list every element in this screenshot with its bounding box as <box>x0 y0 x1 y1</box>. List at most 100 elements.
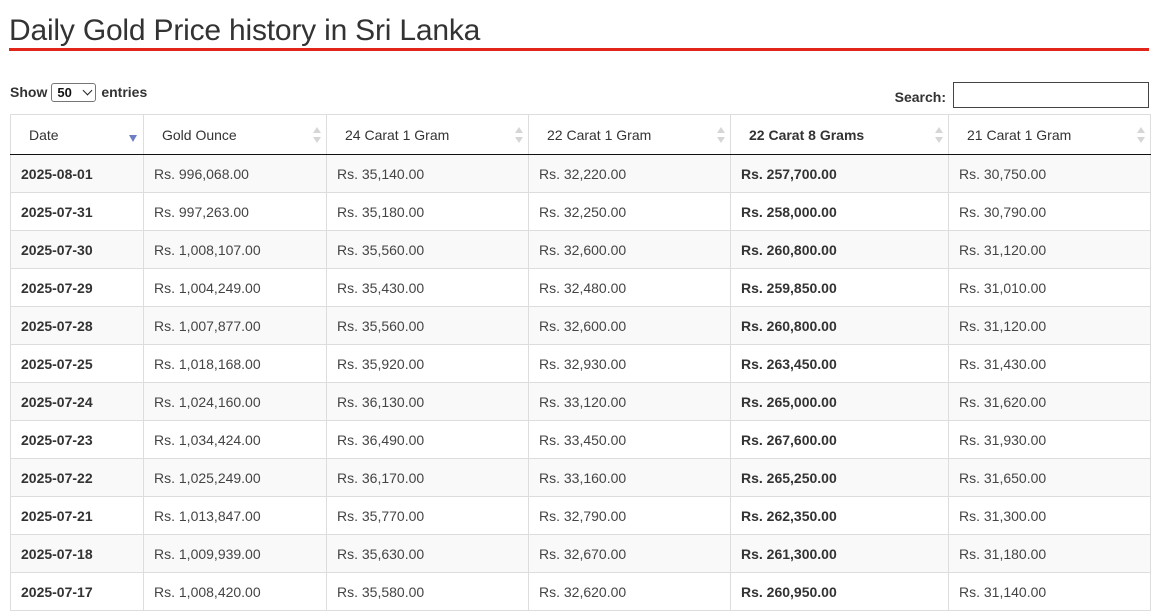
carat21-1g-cell: Rs. 31,010.00 <box>948 268 1151 307</box>
column-header-21-carat-1-gram[interactable]: 21 Carat 1 Gram <box>948 114 1151 155</box>
gold-ounce-cell: Rs. 1,025,249.00 <box>143 458 327 497</box>
date-cell: 2025-07-22 <box>10 458 144 497</box>
gold-ounce-cell: Rs. 1,034,424.00 <box>143 420 327 459</box>
carat21-1g-cell: Rs. 31,620.00 <box>948 382 1151 421</box>
date-cell: 2025-07-28 <box>10 306 144 345</box>
sort-both-icon <box>312 127 321 143</box>
gold-ounce-cell: Rs. 1,018,168.00 <box>143 344 327 383</box>
table-body: 2025-08-01 Rs. 996,068.00 Rs. 35,140.00 Rs.… <box>10 154 1151 611</box>
column-header-label: 21 Carat 1 Gram <box>967 126 1072 143</box>
carat21-1g-cell: Rs. 31,930.00 <box>948 420 1151 459</box>
table-row: 2025-07-22 Rs. 1,025,249.00 Rs. 36,170.00 R… <box>10 458 1151 497</box>
carat22-1g-cell: Rs. 32,790.00 <box>528 496 731 535</box>
search-input[interactable] <box>953 82 1149 108</box>
carat22-1g-cell: Rs. 32,220.00 <box>528 154 731 193</box>
date-cell: 2025-07-17 <box>10 572 144 611</box>
chevron-down-icon <box>82 85 93 95</box>
carat22-8g-cell: Rs. 258,000.00 <box>730 192 949 231</box>
date-cell: 2025-07-24 <box>10 382 144 421</box>
column-header-label: Gold Ounce <box>162 126 237 143</box>
carat21-1g-cell: Rs. 30,790.00 <box>948 192 1151 231</box>
price-table-wrapper: Date Gold Ounce 24 Carat 1 Gram 22 Carat… <box>10 114 1151 611</box>
carat22-8g-cell: Rs. 265,000.00 <box>730 382 949 421</box>
carat24-1g-cell: Rs. 35,770.00 <box>326 496 529 535</box>
carat22-1g-cell: Rs. 32,480.00 <box>528 268 731 307</box>
date-cell: 2025-07-30 <box>10 230 144 269</box>
column-header-label: 24 Carat 1 Gram <box>345 126 450 143</box>
carat24-1g-cell: Rs. 36,170.00 <box>326 458 529 497</box>
carat21-1g-cell: Rs. 31,180.00 <box>948 534 1151 573</box>
carat24-1g-cell: Rs. 35,430.00 <box>326 268 529 307</box>
carat21-1g-cell: Rs. 31,120.00 <box>948 230 1151 269</box>
carat24-1g-cell: Rs. 35,560.00 <box>326 306 529 345</box>
sort-both-icon <box>934 127 943 143</box>
gold-ounce-cell: Rs. 1,013,847.00 <box>143 496 327 535</box>
gold-ounce-cell: Rs. 1,008,107.00 <box>143 230 327 269</box>
gold-ounce-cell: Rs. 1,008,420.00 <box>143 572 327 611</box>
gold-price-table: Date Gold Ounce 24 Carat 1 Gram 22 Carat… <box>10 114 1151 611</box>
carat24-1g-cell: Rs. 35,560.00 <box>326 230 529 269</box>
column-header-date[interactable]: Date <box>10 114 144 155</box>
table-row: 2025-07-30 Rs. 1,008,107.00 Rs. 35,560.00 R… <box>10 230 1151 269</box>
carat24-1g-cell: Rs. 35,920.00 <box>326 344 529 383</box>
date-cell: 2025-08-01 <box>10 154 144 193</box>
column-header-gold-ounce[interactable]: Gold Ounce <box>143 114 327 155</box>
table-row: 2025-07-31 Rs. 997,263.00 Rs. 35,180.00 Rs.… <box>10 192 1151 231</box>
carat22-1g-cell: Rs. 32,620.00 <box>528 572 731 611</box>
table-row: 2025-07-29 Rs. 1,004,249.00 Rs. 35,430.00 R… <box>10 268 1151 307</box>
table-row: 2025-07-18 Rs. 1,009,939.00 Rs. 35,630.00 R… <box>10 534 1151 573</box>
table-row: 2025-08-01 Rs. 996,068.00 Rs. 35,140.00 Rs.… <box>10 154 1151 193</box>
column-header-label: 22 Carat 8 Grams <box>749 126 865 143</box>
carat21-1g-cell: Rs. 31,430.00 <box>948 344 1151 383</box>
carat22-8g-cell: Rs. 262,350.00 <box>730 496 949 535</box>
carat22-8g-cell: Rs. 265,250.00 <box>730 458 949 497</box>
carat21-1g-cell: Rs. 31,300.00 <box>948 496 1151 535</box>
entries-length-control: Show 50 entries <box>10 82 147 102</box>
date-cell: 2025-07-25 <box>10 344 144 383</box>
length-prefix-label: Show <box>10 84 48 100</box>
table-row: 2025-07-17 Rs. 1,008,420.00 Rs. 35,580.00 R… <box>10 572 1151 611</box>
column-header-label: 22 Carat 1 Gram <box>547 126 652 143</box>
sort-both-icon <box>514 127 523 143</box>
carat24-1g-cell: Rs. 35,180.00 <box>326 192 529 231</box>
carat22-1g-cell: Rs. 32,670.00 <box>528 534 731 573</box>
carat21-1g-cell: Rs. 31,120.00 <box>948 306 1151 345</box>
carat21-1g-cell: Rs. 31,650.00 <box>948 458 1151 497</box>
title-underline <box>9 48 1149 51</box>
gold-ounce-cell: Rs. 996,068.00 <box>143 154 327 193</box>
carat22-8g-cell: Rs. 260,800.00 <box>730 306 949 345</box>
entries-per-page-select[interactable]: 50 <box>51 82 97 102</box>
column-header-22-carat-1-gram[interactable]: 22 Carat 1 Gram <box>528 114 731 155</box>
carat22-1g-cell: Rs. 33,120.00 <box>528 382 731 421</box>
length-suffix-label: entries <box>101 84 148 100</box>
carat24-1g-cell: Rs. 35,140.00 <box>326 154 529 193</box>
carat22-1g-cell: Rs. 32,600.00 <box>528 306 731 345</box>
page-title: Daily Gold Price history in Sri Lanka <box>9 14 481 47</box>
date-cell: 2025-07-23 <box>10 420 144 459</box>
gold-ounce-cell: Rs. 1,004,249.00 <box>143 268 327 307</box>
carat22-1g-cell: Rs. 33,160.00 <box>528 458 731 497</box>
sort-both-icon <box>716 127 725 143</box>
carat22-8g-cell: Rs. 260,950.00 <box>730 572 949 611</box>
carat22-8g-cell: Rs. 267,600.00 <box>730 420 949 459</box>
gold-ounce-cell: Rs. 1,009,939.00 <box>143 534 327 573</box>
table-row: 2025-07-28 Rs. 1,007,877.00 Rs. 35,560.00 R… <box>10 306 1151 345</box>
column-header-22-carat-8-grams[interactable]: 22 Carat 8 Grams <box>730 114 949 155</box>
carat22-8g-cell: Rs. 260,800.00 <box>730 230 949 269</box>
carat22-1g-cell: Rs. 32,930.00 <box>528 344 731 383</box>
column-header-24-carat-1-gram[interactable]: 24 Carat 1 Gram <box>326 114 529 155</box>
table-row: 2025-07-25 Rs. 1,018,168.00 Rs. 35,920.00 R… <box>10 344 1151 383</box>
carat22-1g-cell: Rs. 32,250.00 <box>528 192 731 231</box>
gold-ounce-cell: Rs. 1,007,877.00 <box>143 306 327 345</box>
search-label: Search: <box>894 89 946 105</box>
table-row: 2025-07-24 Rs. 1,024,160.00 Rs. 36,130.00 R… <box>10 382 1151 421</box>
date-cell: 2025-07-31 <box>10 192 144 231</box>
table-row: 2025-07-23 Rs. 1,034,424.00 Rs. 36,490.00 R… <box>10 420 1151 459</box>
carat21-1g-cell: Rs. 30,750.00 <box>948 154 1151 193</box>
carat21-1g-cell: Rs. 31,140.00 <box>948 572 1151 611</box>
date-cell: 2025-07-18 <box>10 534 144 573</box>
date-cell: 2025-07-21 <box>10 496 144 535</box>
carat24-1g-cell: Rs. 35,580.00 <box>326 572 529 611</box>
carat22-8g-cell: Rs. 257,700.00 <box>730 154 949 193</box>
